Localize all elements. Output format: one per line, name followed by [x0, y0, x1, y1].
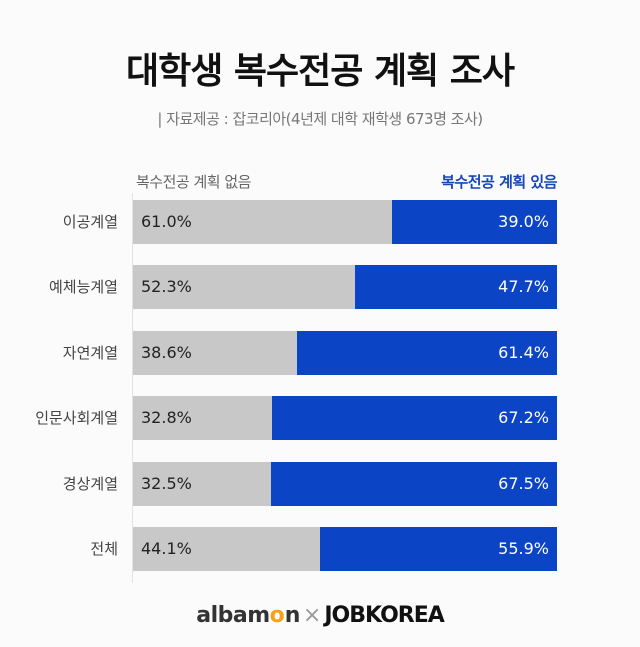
value-has-plan: 61.4% [498, 342, 549, 362]
bar-row: 인문사회계열 32.8% 67.2% [0, 396, 640, 441]
albamon-logo: albamon [196, 603, 300, 628]
jobkorea-logo: JOBKOREA [324, 603, 444, 628]
footer-logos: albamon × JOBKOREA [0, 603, 640, 628]
bar-row: 전체 44.1% 55.9% [0, 527, 640, 571]
value-no-plan: 38.6% [141, 342, 192, 362]
chart-subtitle: | 자료제공 : 잡코리아(4년제 대학 재학생 673명 조사) [157, 110, 483, 128]
bar-row: 경상계열 32.5% 67.5% [0, 461, 640, 506]
bar-segment-no-plan: 32.8% [133, 396, 273, 441]
value-no-plan: 32.8% [141, 408, 192, 428]
bar-row: 이공계열 61.0% 39.0% [0, 200, 640, 244]
legend-has-plan: 복수전공 계획 있음 [441, 173, 557, 191]
bar-segment-no-plan: 52.3% [133, 265, 355, 310]
category-label: 이공계열 [62, 213, 118, 231]
value-has-plan: 67.5% [498, 473, 549, 493]
bar-segment-no-plan: 61.0% [133, 200, 392, 244]
bar-segment-has-plan: 39.0% [391, 200, 557, 244]
bar-row: 예체능계열 52.3% 47.7% [0, 265, 640, 310]
stacked-bar: 61.0% 39.0% [133, 200, 557, 244]
value-has-plan: 47.7% [498, 277, 549, 297]
collab-x-icon: × [302, 603, 322, 628]
value-has-plan: 67.2% [498, 408, 549, 428]
stacked-bar: 32.8% 67.2% [133, 396, 557, 441]
bar-segment-has-plan: 55.9% [319, 527, 557, 571]
category-label: 경상계열 [62, 474, 118, 493]
category-label: 전체 [90, 540, 118, 558]
value-no-plan: 44.1% [141, 539, 192, 558]
bar-segment-has-plan: 67.2% [272, 396, 557, 441]
value-has-plan: 55.9% [498, 539, 549, 558]
bar-segment-no-plan: 44.1% [133, 527, 320, 571]
category-label: 인문사회계열 [35, 409, 118, 428]
bar-segment-has-plan: 61.4% [296, 330, 557, 375]
bar-row: 자연계열 38.6% 61.4% [0, 330, 640, 375]
stacked-bar: 32.5% 67.5% [133, 461, 557, 506]
legend-no-plan: 복수전공 계획 없음 [136, 173, 251, 191]
stacked-bar: 44.1% 55.9% [133, 527, 557, 571]
albamon-cat-icon: o [269, 603, 285, 628]
value-no-plan: 52.3% [141, 277, 192, 297]
bar-segment-no-plan: 32.5% [133, 461, 271, 506]
bar-segment-no-plan: 38.6% [133, 330, 297, 375]
bar-segment-has-plan: 47.7% [354, 265, 557, 310]
value-no-plan: 32.5% [141, 473, 192, 493]
bar-segment-has-plan: 67.5% [270, 461, 557, 506]
stacked-bar: 52.3% 47.7% [133, 265, 557, 310]
stacked-bar: 38.6% 61.4% [133, 330, 557, 375]
category-label: 자연계열 [62, 343, 118, 362]
category-label: 예체능계열 [48, 278, 118, 297]
chart-title: 대학생 복수전공 계획 조사 [126, 51, 515, 92]
y-axis-line [132, 193, 133, 583]
value-has-plan: 39.0% [498, 212, 549, 231]
value-no-plan: 61.0% [141, 212, 192, 231]
